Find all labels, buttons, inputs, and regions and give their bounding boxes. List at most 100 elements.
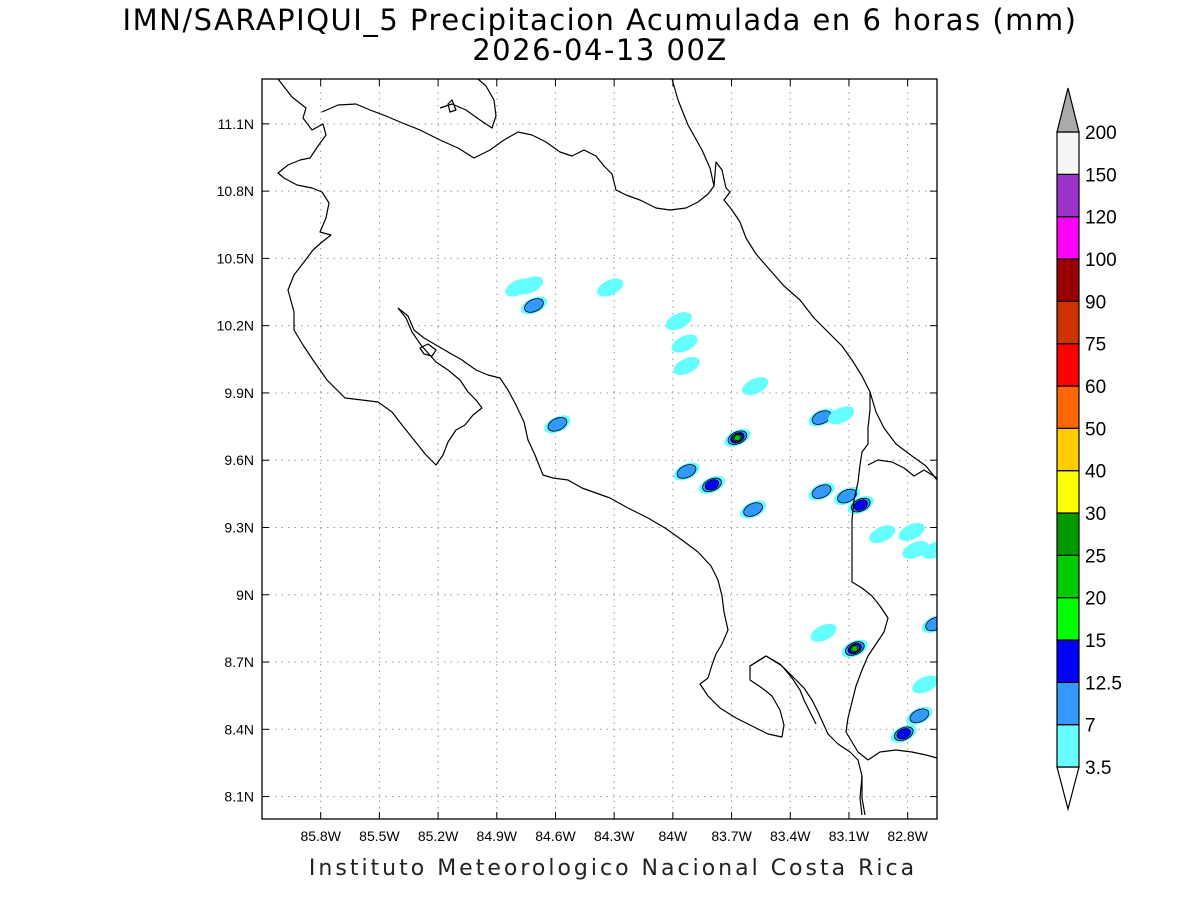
precip-contour bbox=[734, 434, 741, 442]
colorbar-label: 3.5 bbox=[1085, 758, 1111, 779]
colorbar-swatch bbox=[1056, 427, 1080, 472]
colorbar-label: 40 bbox=[1085, 462, 1106, 483]
colorbar-label: 75 bbox=[1085, 335, 1106, 356]
lon-tick-label: 84W bbox=[658, 828, 688, 844]
latitude-axis: 8.1N 8.4N 8.7N 9N 9.3N 9.6N 9.9N 10.2N 10.5N 10.8… bbox=[217, 116, 937, 805]
colorbar-swatch bbox=[1056, 639, 1080, 683]
colorbar-swatch bbox=[1056, 300, 1080, 345]
precip-contour bbox=[524, 298, 544, 313]
nicoya-gulf-coast bbox=[397, 307, 866, 816]
colorbar-label: 150 bbox=[1085, 165, 1117, 186]
map-datetime: 2026-04-13 00Z bbox=[472, 33, 728, 67]
precip-contour bbox=[898, 522, 925, 541]
map-background bbox=[262, 79, 937, 819]
precip-cell bbox=[841, 639, 868, 658]
lat-tick-label: 9.3N bbox=[224, 519, 254, 535]
lat-tick-label: 9.6N bbox=[224, 452, 254, 468]
colorbar-swatch bbox=[1056, 512, 1080, 556]
colorbar-swatch bbox=[1056, 681, 1080, 726]
precip-contour bbox=[851, 645, 859, 652]
precip-contour bbox=[676, 464, 697, 479]
precip-contour bbox=[597, 278, 624, 297]
colorbar-label: 25 bbox=[1085, 546, 1106, 567]
precip-contour bbox=[869, 525, 896, 544]
precip-cell bbox=[698, 475, 726, 494]
lon-tick-label: 85.5W bbox=[359, 828, 400, 844]
footer-credit: Instituto Meteorologico Nacional Costa R… bbox=[308, 856, 918, 881]
precip-cell bbox=[906, 706, 933, 725]
precip-cell bbox=[869, 525, 896, 544]
colorbar-swatch bbox=[1056, 216, 1080, 260]
precip-contour bbox=[896, 728, 911, 740]
coastline-and-borders bbox=[277, 79, 937, 816]
colorbar-swatch bbox=[1056, 131, 1080, 175]
map-title: IMN/SARAPIQUI_5 Precipitacion Acumulada … bbox=[122, 3, 1078, 37]
precip-contour bbox=[743, 502, 763, 517]
colorbar-label: 7 bbox=[1085, 716, 1096, 737]
precip-cell bbox=[898, 522, 925, 541]
colorbar-label: 60 bbox=[1085, 377, 1106, 398]
precip-contour bbox=[547, 417, 568, 432]
precip-cell bbox=[673, 357, 700, 376]
lat-tick-label: 9.9N bbox=[224, 385, 254, 401]
precip-contour bbox=[505, 278, 532, 297]
panama-border bbox=[845, 392, 889, 761]
precip-contour bbox=[665, 312, 692, 331]
colorbar-swatch bbox=[1056, 258, 1080, 302]
precip-contour bbox=[811, 484, 832, 499]
precip-cell bbox=[505, 278, 532, 297]
lon-tick-label: 83.4W bbox=[770, 828, 811, 844]
san-juan-river-border bbox=[321, 103, 715, 211]
lat-tick-label: 9N bbox=[236, 587, 254, 603]
colorbar-swatch bbox=[1056, 554, 1080, 599]
precip-cell bbox=[724, 428, 751, 447]
lon-tick-label: 82.8W bbox=[887, 828, 928, 844]
colorbar-label: 100 bbox=[1085, 250, 1117, 271]
panama-caribbean-coast bbox=[867, 459, 937, 479]
colorbar-label: 12.5 bbox=[1085, 673, 1122, 694]
lat-tick-label: 11.1N bbox=[218, 116, 254, 132]
lon-tick-label: 85.8W bbox=[300, 828, 341, 844]
colorbar-max-triangle bbox=[1056, 87, 1080, 133]
lon-tick-label: 84.6W bbox=[535, 828, 576, 844]
precip-contour bbox=[828, 406, 855, 425]
precip-contour bbox=[909, 708, 930, 724]
lon-tick-label: 84.3W bbox=[594, 828, 635, 844]
lat-tick-label: 10.8N bbox=[217, 183, 254, 199]
colorbar-label: 30 bbox=[1085, 504, 1106, 525]
precip-cell bbox=[808, 482, 835, 501]
lat-tick-label: 8.4N bbox=[224, 721, 254, 737]
osa-peninsula bbox=[749, 655, 817, 725]
precip-contour bbox=[704, 479, 720, 491]
precip-cell bbox=[890, 724, 917, 743]
burica-peninsula bbox=[859, 775, 863, 816]
lon-tick-label: 85.2W bbox=[418, 828, 459, 844]
precip-cell bbox=[810, 623, 837, 642]
precipitation-field bbox=[505, 276, 937, 743]
precip-cell bbox=[597, 278, 624, 297]
lat-tick-label: 8.7N bbox=[224, 654, 254, 670]
lake-island bbox=[447, 99, 457, 113]
colorbar-min-triangle bbox=[1056, 766, 1080, 812]
precip-contour bbox=[853, 499, 868, 511]
caribbean-coastline bbox=[671, 79, 937, 481]
nicaragua-lake-coast bbox=[439, 79, 497, 129]
precip-contour bbox=[810, 623, 837, 642]
lon-tick-label: 83.7W bbox=[711, 828, 752, 844]
precip-cell bbox=[740, 500, 767, 519]
precip-cell bbox=[828, 406, 855, 425]
precip-cell bbox=[912, 675, 937, 694]
nicoya-peninsula-inner bbox=[419, 343, 437, 357]
longitude-axis: 85.8W 85.5W 85.2W 84.9W 84.6W 84.3W 84W 83.7W 83… bbox=[300, 79, 929, 844]
precip-cell bbox=[673, 462, 700, 481]
precip-contour bbox=[912, 675, 937, 694]
lat-tick-label: 10.2N bbox=[217, 318, 254, 334]
precip-cell bbox=[671, 334, 698, 353]
colorbar-swatch bbox=[1056, 470, 1080, 514]
lat-tick-label: 8.1N bbox=[224, 789, 254, 805]
colorbar-swatch bbox=[1056, 724, 1080, 768]
colorbar-label: 50 bbox=[1085, 419, 1106, 440]
precip-contour bbox=[811, 410, 832, 425]
colorbar-label: 15 bbox=[1085, 631, 1106, 652]
